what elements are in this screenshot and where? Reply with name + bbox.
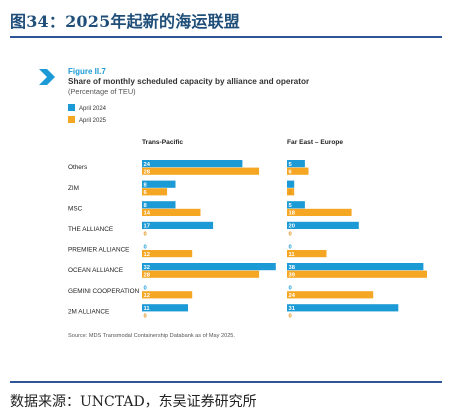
- data-label-far-east-europe-the-alliance-april-2024: 20: [289, 224, 295, 230]
- bar-trans-pacific-premier-alliance-april-2025: [142, 250, 193, 258]
- data-label-trans-pacific-others-april-2024: 24: [144, 162, 151, 168]
- data-label-far-east-europe-2m-alliance-april-2025: 0: [289, 314, 292, 320]
- data-label-trans-pacific-others-april-2025: 28: [144, 170, 151, 176]
- data-label-trans-pacific-gemini-cooperation-april-2025: 12: [144, 293, 150, 299]
- data-label-far-east-europe-the-alliance-april-2025: 0: [289, 231, 292, 237]
- data-label-far-east-europe-others-april-2025: 6: [289, 170, 293, 176]
- bar-far-east-europe-zim-april-2025: [287, 188, 295, 196]
- category-labels: Others ZIM MSC THE ALLIANCE PREMIER ALLIANCE…: [68, 164, 140, 315]
- bar-far-east-europe-msc-april-2024: [287, 201, 305, 209]
- figure-label: Figure II.7: [68, 67, 106, 76]
- bar-trans-pacific-zim-april-2024: [142, 180, 176, 188]
- bar-far-east-europe-ocean-alliance-april-2024: [287, 263, 424, 271]
- category-label-2m-alliance: 2M ALLIANCE: [68, 308, 109, 315]
- bar-far-east-europe-gemini-cooperation-april-2025: [287, 291, 374, 299]
- figure-chevron-icon: [39, 69, 55, 85]
- bar-far-east-europe-2m-alliance-april-2024: [287, 304, 399, 312]
- data-label-trans-pacific-msc-april-2025: 14: [144, 211, 151, 217]
- data-label-far-east-europe-premier-alliance-april-2024: 0: [289, 244, 292, 250]
- bar-far-east-europe-the-alliance-april-2024: [287, 221, 359, 229]
- bar-trans-pacific-others-april-2024: [142, 160, 243, 168]
- data-label-far-east-europe-ocean-alliance-april-2025: 39: [289, 273, 296, 279]
- panel-title-trans-pacific: Trans-Pacific: [142, 139, 183, 146]
- data-label-trans-pacific-zim-april-2024: 8: [144, 183, 148, 189]
- bars-layer: 2488170320112861401228120525200380316218…: [142, 160, 427, 320]
- chart-legend: April 2024 April 2025: [68, 104, 107, 124]
- data-label-trans-pacific-premier-alliance-april-2025: 12: [144, 252, 150, 258]
- figure-title: Share of monthly scheduled capacity by a…: [68, 77, 310, 86]
- bar-trans-pacific-gemini-cooperation-april-2025: [142, 291, 193, 299]
- bar-far-east-europe-msc-april-2025: [287, 208, 352, 216]
- legend-swatch-april-2024: [68, 104, 75, 111]
- category-label-ocean-alliance: OCEAN ALLIANCE: [68, 267, 123, 274]
- category-label-gemini-cooperation: GEMINI COOPERATION: [68, 288, 140, 295]
- category-label-others: Others: [68, 164, 87, 171]
- legend-swatch-april-2025: [68, 116, 75, 123]
- data-label-far-east-europe-ocean-alliance-april-2024: 38: [289, 265, 296, 271]
- bar-far-east-europe-others-april-2024: [287, 160, 305, 168]
- bar-trans-pacific-2m-alliance-april-2024: [142, 304, 188, 312]
- data-label-far-east-europe-msc-april-2024: 5: [289, 203, 293, 209]
- legend-label-april-2024: April 2024: [79, 106, 107, 112]
- data-label-trans-pacific-premier-alliance-april-2024: 0: [144, 244, 147, 250]
- data-label-trans-pacific-ocean-alliance-april-2024: 32: [144, 265, 150, 271]
- bar-trans-pacific-msc-april-2025: [142, 208, 201, 216]
- bar-trans-pacific-msc-april-2024: [142, 201, 176, 209]
- data-label-trans-pacific-2m-alliance-april-2025: 0: [144, 314, 147, 320]
- data-label-far-east-europe-others-april-2024: 5: [289, 162, 293, 168]
- bar-trans-pacific-others-april-2025: [142, 167, 260, 175]
- data-label-trans-pacific-gemini-cooperation-april-2024: 0: [144, 286, 147, 292]
- source-footnote: 数据来源：UNCTAD，东吴证券研究所: [10, 394, 257, 410]
- figure-source-note: Source: MDS Transmodal Containership Dat…: [68, 333, 235, 339]
- data-label-trans-pacific-zim-april-2025: 6: [144, 190, 148, 196]
- data-label-far-east-europe-msc-april-2025: 18: [289, 211, 296, 217]
- data-label-far-east-europe-2m-alliance-april-2024: 31: [289, 306, 296, 312]
- bar-far-east-europe-ocean-alliance-april-2025: [287, 270, 427, 278]
- legend-label-april-2025: April 2025: [79, 118, 107, 124]
- top-divider: [10, 36, 442, 38]
- data-label-trans-pacific-the-alliance-april-2025: 0: [144, 231, 147, 237]
- data-label-far-east-europe-zim-april-2024: 2: [289, 183, 292, 189]
- bar-trans-pacific-zim-april-2025: [142, 188, 168, 196]
- category-label-msc: MSC: [68, 205, 83, 212]
- bar-trans-pacific-ocean-alliance-april-2025: [142, 270, 260, 278]
- page-title: 图34：2025年起新的海运联盟: [10, 12, 240, 31]
- data-label-far-east-europe-premier-alliance-april-2025: 11: [289, 252, 296, 258]
- category-label-zim: ZIM: [68, 185, 79, 192]
- data-label-trans-pacific-2m-alliance-april-2024: 11: [144, 306, 151, 312]
- category-label-the-alliance: THE ALLIANCE: [68, 226, 113, 233]
- data-label-far-east-europe-gemini-cooperation-april-2024: 0: [289, 286, 292, 292]
- bar-far-east-europe-zim-april-2024: [287, 180, 295, 188]
- panel-title-far-east-europe: Far East – Europe: [287, 139, 343, 146]
- figure-subtitle: (Percentage of TEU): [68, 87, 136, 96]
- category-label-premier-alliance: PREMIER ALLIANCE: [68, 247, 129, 254]
- bar-far-east-europe-premier-alliance-april-2025: [287, 250, 327, 258]
- data-label-far-east-europe-zim-april-2025: 2: [289, 190, 292, 196]
- bottom-divider: [10, 381, 442, 383]
- bar-trans-pacific-ocean-alliance-april-2024: [142, 263, 276, 271]
- data-label-far-east-europe-gemini-cooperation-april-2025: 24: [289, 293, 296, 299]
- data-label-trans-pacific-ocean-alliance-april-2025: 28: [144, 273, 151, 279]
- data-label-trans-pacific-msc-april-2024: 8: [144, 203, 148, 209]
- bar-trans-pacific-the-alliance-april-2024: [142, 221, 214, 229]
- data-label-trans-pacific-the-alliance-april-2024: 17: [144, 224, 150, 230]
- bar-far-east-europe-others-april-2025: [287, 167, 309, 175]
